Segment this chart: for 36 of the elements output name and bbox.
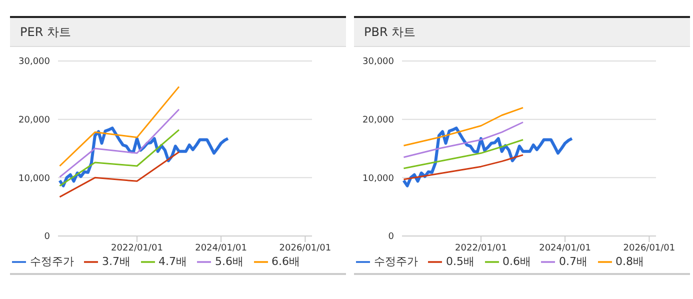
x-tick-label: 2022/01/01 xyxy=(111,243,163,254)
y-tick-label: 30,000 xyxy=(362,57,394,68)
chart-title: PBR 차트 xyxy=(354,18,690,47)
legend-label: 0.8배 xyxy=(616,255,644,268)
line-series xyxy=(58,108,180,178)
legend-label: 6.6배 xyxy=(272,255,300,268)
x-tick-label: 2024/01/01 xyxy=(195,243,247,254)
legend-label: 수정주가 xyxy=(374,255,418,268)
y-tick-label: 20,000 xyxy=(18,116,50,126)
y-tick-label: 0 xyxy=(388,232,394,242)
line-series xyxy=(402,106,524,146)
line-series xyxy=(58,151,180,198)
line-series xyxy=(402,154,524,180)
legend-label: 3.7배 xyxy=(102,255,130,268)
line-series xyxy=(402,139,524,170)
legend-label: 5.6배 xyxy=(215,255,244,268)
line-series xyxy=(58,129,180,187)
x-tick-label: 2024/01/01 xyxy=(539,243,591,254)
y-tick-label: 10,000 xyxy=(362,174,394,184)
x-tick-label: 2026/01/01 xyxy=(623,243,676,254)
legend-label: 수정주가 xyxy=(30,255,74,268)
x-tick-label: 2022/01/01 xyxy=(455,243,507,254)
legend-label: 0.6배 xyxy=(502,255,531,268)
y-tick-label: 0 xyxy=(44,232,50,242)
y-tick-label: 20,000 xyxy=(362,116,394,126)
y-tick-label: 30,000 xyxy=(18,57,50,68)
line-series xyxy=(402,122,524,158)
x-tick-label: 2026/01/01 xyxy=(279,243,332,254)
y-tick-label: 10,000 xyxy=(18,174,50,184)
legend-label: 4.7배 xyxy=(158,255,187,268)
line-series xyxy=(58,86,180,167)
chart-title: PER 차트 xyxy=(10,18,346,47)
legend-label: 0.5배 xyxy=(446,255,474,268)
line-series xyxy=(58,126,230,188)
line-series xyxy=(402,126,574,188)
legend-label: 0.7배 xyxy=(559,255,588,268)
